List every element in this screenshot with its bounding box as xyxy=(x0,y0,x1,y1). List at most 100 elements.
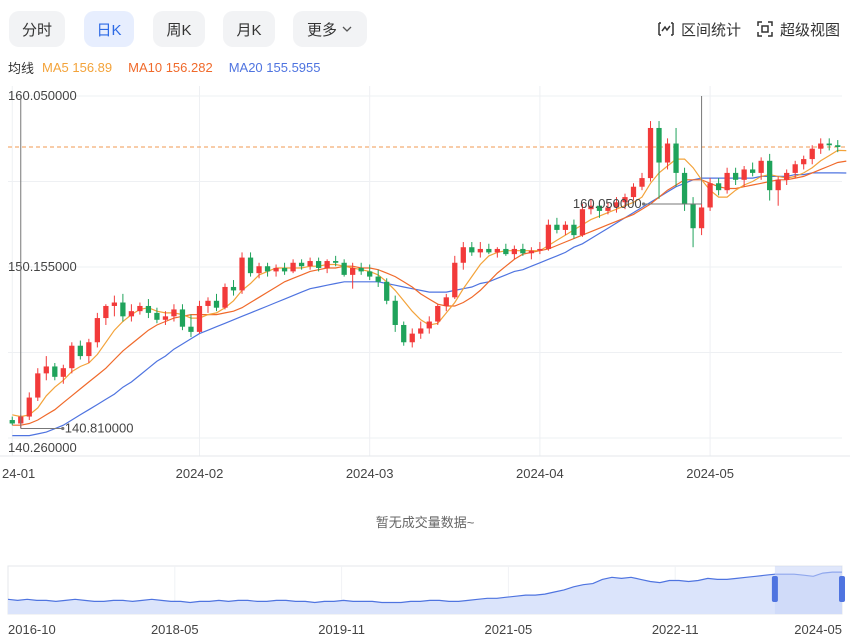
max-price-dot xyxy=(641,202,646,206)
candle-body xyxy=(213,300,220,308)
candle-body xyxy=(605,207,611,211)
candle xyxy=(154,307,160,324)
chevron-down-icon xyxy=(342,26,352,32)
overview-chart[interactable]: 2016-10 2018-05 2019-11 2021-05 2022-11 2024-… xyxy=(0,562,850,642)
candle xyxy=(256,262,262,279)
x-tick-label: 2024-02 xyxy=(176,466,224,481)
candle xyxy=(750,162,756,177)
candle-body xyxy=(60,368,66,377)
candle xyxy=(392,295,398,332)
overview-x-label: 2016-10 xyxy=(8,622,56,637)
super-view-button[interactable]: 超级视图 xyxy=(756,18,840,40)
range-stats-label: 区间统计 xyxy=(681,21,742,39)
candle xyxy=(384,278,390,305)
candle-body xyxy=(707,183,713,208)
candle xyxy=(452,255,458,300)
candle-body xyxy=(205,300,211,306)
overview-x-label: 2024-05 xyxy=(794,622,842,637)
candle xyxy=(639,172,645,191)
candle xyxy=(460,242,466,270)
candle xyxy=(767,153,773,201)
candle-body xyxy=(256,266,262,274)
min-price-dot xyxy=(61,426,65,431)
candle-body xyxy=(188,326,194,332)
candle-body xyxy=(435,305,441,322)
candle xyxy=(162,311,169,325)
candle-body xyxy=(826,143,832,146)
candle-body xyxy=(732,172,739,180)
range-stats-button[interactable]: 区间统计 xyxy=(657,18,741,40)
candle xyxy=(656,121,662,199)
candle-body xyxy=(452,262,458,298)
candle-body xyxy=(579,209,586,236)
candle-body xyxy=(358,267,364,272)
candle-body xyxy=(26,397,32,417)
tab-daily-k[interactable]: 日K xyxy=(84,11,134,47)
candle xyxy=(137,302,143,315)
x-tick-label: 2024-04 xyxy=(516,466,564,481)
candle-body xyxy=(698,207,705,229)
candle-body xyxy=(630,186,637,198)
tab-intraday[interactable]: 分时 xyxy=(9,11,65,47)
candle-body xyxy=(137,305,143,312)
candle xyxy=(222,283,228,310)
candle xyxy=(673,127,679,187)
candle-body xyxy=(298,262,305,267)
legend-ma10: MA10 156.282 xyxy=(128,59,213,75)
candle-body xyxy=(52,366,58,377)
candle-body xyxy=(35,373,41,398)
candle-body xyxy=(333,261,339,263)
candle-body xyxy=(656,127,662,163)
candle xyxy=(128,304,135,322)
candle-body xyxy=(801,159,807,165)
candle-body xyxy=(673,143,679,173)
candle xyxy=(545,219,552,251)
candle xyxy=(350,262,356,289)
x-tick-label: 2024-05 xyxy=(686,466,734,481)
candle xyxy=(375,269,381,287)
candle-body xyxy=(537,248,543,251)
candlestick-chart[interactable]: 160.050000 150.155000 140.260000 24-01 2024-… xyxy=(0,86,850,496)
candle-body xyxy=(9,420,15,424)
overview-x-label: 2022-11 xyxy=(652,622,699,637)
candle-body xyxy=(750,169,756,173)
more-button[interactable]: 更多 xyxy=(293,11,367,47)
tab-monthly-k[interactable]: 月K xyxy=(223,11,275,47)
tab-weekly-k[interactable]: 周K xyxy=(153,11,205,47)
no-volume-message: 暂无成交量数据~ xyxy=(375,515,475,530)
brush-left-handle[interactable] xyxy=(771,576,778,602)
candle-body xyxy=(486,248,492,253)
candle-body xyxy=(281,267,288,272)
candle-body xyxy=(341,262,347,275)
range-stats-icon xyxy=(658,22,674,36)
candle-body xyxy=(477,248,483,253)
legend-title: 均线 xyxy=(8,60,35,76)
candle xyxy=(571,219,577,239)
candle xyxy=(477,242,483,258)
candle xyxy=(698,204,705,236)
candle xyxy=(69,342,75,374)
candle xyxy=(554,217,560,234)
candle-body xyxy=(86,342,92,357)
candle xyxy=(213,293,220,312)
candle xyxy=(188,314,194,338)
candle-body xyxy=(384,281,390,301)
candle-body xyxy=(264,266,271,272)
candle-body xyxy=(469,247,475,253)
candle xyxy=(230,280,237,296)
candle-body xyxy=(554,224,560,230)
candle xyxy=(741,165,747,187)
candle xyxy=(503,243,509,256)
candle-body xyxy=(545,224,552,249)
candle xyxy=(801,155,807,170)
candle xyxy=(443,293,449,312)
candle-body xyxy=(588,205,594,210)
candle xyxy=(622,193,628,210)
brush-selection xyxy=(774,566,842,614)
brush-right-handle[interactable] xyxy=(839,576,845,602)
candle-body xyxy=(94,318,100,343)
candle-body xyxy=(375,276,381,282)
legend-ma5: MA5 156.89 xyxy=(42,59,113,75)
candle-body xyxy=(350,267,356,275)
candle xyxy=(290,259,296,274)
